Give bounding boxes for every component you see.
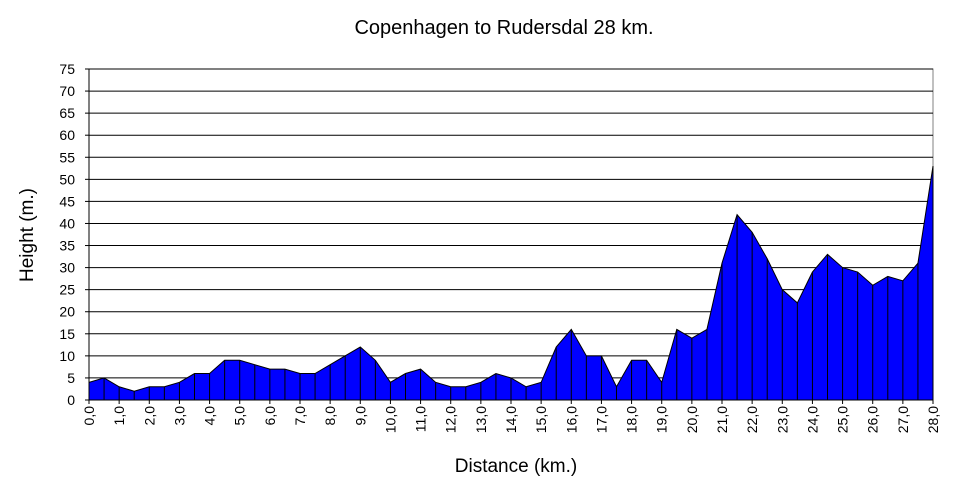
x-tick-label: 26,0 — [865, 406, 881, 433]
y-tick-label: 60 — [59, 127, 75, 143]
y-tick-label: 75 — [59, 61, 75, 77]
x-tick-label: 6,0 — [262, 406, 278, 426]
x-tick-label: 13,0 — [473, 406, 489, 433]
y-tick-label: 35 — [59, 238, 75, 254]
x-tick-label: 10,0 — [382, 406, 398, 433]
x-tick-label: 5,0 — [232, 406, 248, 426]
x-tick-label: 8,0 — [322, 406, 338, 426]
x-tick-label: 11,0 — [413, 406, 429, 432]
x-tick-label: 17,0 — [593, 406, 609, 433]
x-tick-label: 25,0 — [835, 406, 851, 433]
y-tick-label: 20 — [59, 304, 75, 320]
y-tick-label: 50 — [59, 171, 75, 187]
x-tick-label: 7,0 — [292, 406, 308, 426]
y-tick-label: 45 — [59, 193, 75, 209]
x-tick-label: 4,0 — [202, 406, 218, 426]
plot-area: 0 5 10 15 20 25 30 35 40 45 50 55 60 65 70 75 0,0 1,0 2,0 3… — [59, 61, 941, 433]
x-tick-label: 24,0 — [804, 406, 820, 433]
y-tick-label: 15 — [59, 326, 75, 342]
y-tick-label: 30 — [59, 260, 75, 276]
y-tick-label: 40 — [59, 215, 75, 231]
y-tick-label: 65 — [59, 105, 75, 121]
y-tick-label: 10 — [59, 348, 75, 364]
x-tick-label: 15,0 — [533, 406, 549, 433]
x-tick-label: 22,0 — [744, 406, 760, 433]
x-tick-label: 27,0 — [895, 406, 911, 433]
y-tick-label: 55 — [59, 149, 75, 165]
y-axis-title: Height (m.) — [17, 188, 38, 282]
x-tick-label: 14,0 — [503, 406, 519, 433]
y-tick-label: 0 — [67, 392, 75, 408]
x-tick-label: 23,0 — [774, 406, 790, 433]
x-tick-label: 12,0 — [443, 406, 459, 433]
y-tick-label: 5 — [67, 370, 75, 386]
x-tick-label: 0,0 — [81, 406, 97, 426]
x-tick-label: 19,0 — [654, 406, 670, 433]
x-tick-label: 1,0 — [111, 406, 127, 426]
x-tick-label: 2,0 — [141, 406, 157, 426]
x-tick-label: 18,0 — [624, 406, 640, 433]
x-tick-label: 20,0 — [684, 406, 700, 433]
chart-title: Copenhagen to Rudersdal 28 km. — [354, 17, 653, 39]
y-tick-label: 70 — [59, 83, 75, 99]
x-tick-label: 21,0 — [714, 406, 730, 433]
x-axis-title: Distance (km.) — [455, 456, 577, 477]
x-tick-label: 3,0 — [171, 406, 187, 426]
x-tick-label: 9,0 — [352, 406, 368, 426]
y-tick-label: 25 — [59, 282, 75, 298]
x-tick-label: 16,0 — [563, 406, 579, 433]
x-tick-label: 28,0 — [925, 406, 941, 433]
